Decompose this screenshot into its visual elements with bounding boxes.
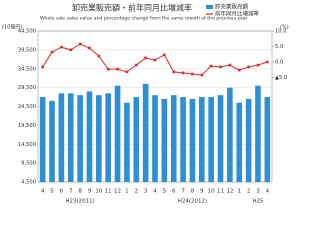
bar [86,91,93,182]
bar [133,97,140,182]
year-label: H23(2011) [65,199,94,205]
bar [67,93,74,182]
x-tick-label: 2 [135,189,139,195]
y2-tick-label: 10.0 [275,29,287,35]
bar [39,97,46,182]
chart: 卸売業販売額・前年同月比増減率 Whole sale sales value a… [2,3,289,205]
bar [180,97,186,182]
x-tick-label: 9 [88,189,92,195]
legend-swatch [206,5,213,9]
bar [152,95,158,182]
x-tick-label: 12 [114,189,121,195]
bar [114,85,121,182]
line-marker [134,63,138,67]
bar [264,97,271,182]
bar [142,83,149,182]
y-axis-label: (10億円) [2,24,22,31]
y2-axis-label: (%) [280,25,289,31]
y-tick-label: 29,500 [18,85,36,91]
y-tick-label: 14,500 [18,142,36,148]
bar [49,100,55,182]
line-marker [60,45,63,49]
x-tick-label: 10 [208,189,215,195]
y-tick-label: 44,500 [18,29,36,35]
bar [245,98,252,182]
x-tick-label: 10 [95,189,102,195]
x-tick-label: 3 [256,189,260,195]
y-tick-label: 9,500 [21,161,36,167]
line-marker [247,65,250,69]
x-tick-label: 3 [144,189,148,195]
x-tick-label: 11 [217,189,224,195]
line-marker [97,54,101,58]
line-marker [106,67,110,71]
bar [217,95,224,182]
x-tick-label: 7 [181,189,185,195]
legend-label: 前年同月比増減率 [215,10,260,18]
x-tick-label: 8 [78,189,82,195]
x-tick-label: 9 [200,189,204,195]
year-label: H25 [252,199,264,205]
line-marker [228,63,232,67]
x-tick-label: 6 [172,189,176,195]
y-tick-label: 34,500 [18,66,36,72]
x-tick-label: 1 [125,189,129,195]
x-tick-label: 4 [266,189,270,195]
y2-tick-label: 0.0 [275,59,283,65]
x-tick-label: 1 [237,189,241,195]
line-marker [172,70,176,74]
bar [208,97,214,182]
x-tick-label: 12 [226,189,233,195]
bar [96,95,102,182]
line-marker [266,60,269,64]
y2-tick-label: 5.0 [275,44,283,50]
line-marker [69,48,73,52]
line-marker [116,67,119,71]
year-label: H24(2012) [178,199,207,205]
y2-tick-label: ▲5.0 [275,75,287,81]
x-tick-label: 6 [60,189,64,195]
bar [124,102,130,182]
x-tick-label: 4 [41,189,45,195]
line-marker [153,58,157,62]
line-marker [41,65,44,69]
bar [198,97,205,182]
line-marker [50,50,54,54]
line-marker [237,68,241,72]
line-marker [88,46,91,50]
bar [255,85,261,182]
line-marker [200,73,204,77]
chart-subtitle: Whole sale sales value and percentage ch… [40,16,248,22]
line-marker [219,65,222,69]
y-tick-label: 24,500 [18,104,36,110]
line-marker [256,63,260,67]
line-marker [78,42,82,46]
line-marker [163,53,166,57]
y-tick-label: 4,500 [21,180,36,186]
bar [170,95,177,182]
line-marker [191,72,194,76]
bar [236,102,243,182]
line-marker [209,64,213,68]
x-tick-label: 2 [247,189,251,195]
legend-label: 卸売業販売額 [215,3,249,11]
bar [189,98,196,182]
bar [161,98,168,182]
y-tick-label: 39,500 [18,47,36,53]
line-marker [144,56,147,60]
x-tick-label: 7 [69,189,73,195]
line-marker [181,71,185,75]
x-tick-label: 8 [191,189,195,195]
bar [58,93,65,182]
line-marker [125,70,129,74]
bar [227,87,233,182]
x-tick-label: 5 [50,189,54,195]
x-tick-label: 11 [105,189,112,195]
x-tick-label: 5 [163,189,167,195]
chart-title: 卸売業販売額・前年同月比増減率 [72,3,192,13]
y-tick-label: 19,500 [18,123,36,129]
bar [77,95,83,182]
bar [105,93,112,182]
x-tick-label: 4 [153,189,157,195]
